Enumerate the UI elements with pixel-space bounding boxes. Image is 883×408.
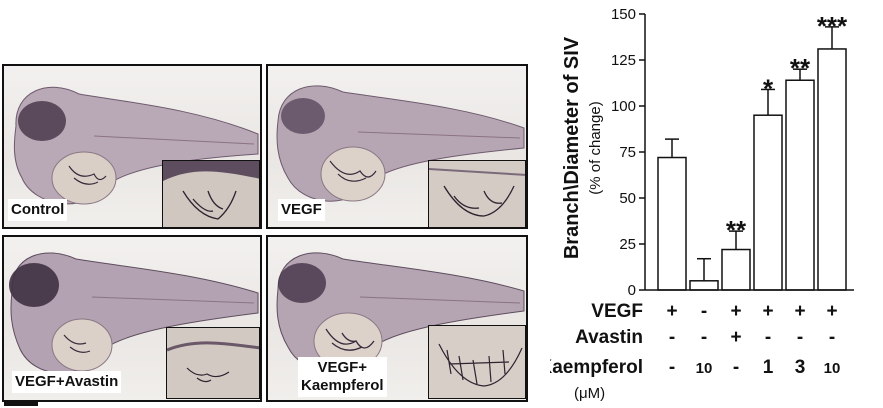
panel-vegf-kaempferol: VEGF+ Kaempferol [266,235,528,402]
y-tick-label: 0 [628,282,636,299]
panel-inset-vegf-avastin [166,327,260,399]
bar [753,114,783,291]
unit-note: (μM) [574,385,605,402]
factor-level: + [730,301,741,322]
panel-label-line-1: VEGF+ [317,359,368,376]
factor-level: 3 [795,357,806,378]
panel-inset-control [162,160,260,227]
y-tick-label: 100 [611,98,636,115]
factor-level: - [733,357,739,378]
factor-name: VEGF [591,301,643,322]
bar [657,156,687,291]
scale-bar [4,402,38,406]
bar [817,48,847,291]
factor-name: Kaempferol [550,357,643,378]
panel-label-vegf-avastin: VEGF+Avastin [12,371,122,393]
significance-label: * [763,73,774,103]
y-axis-sublabel: (% of change) [587,101,604,194]
factor-level: + [730,327,741,348]
factor-level: - [829,327,835,348]
y-tick-label: 25 [619,236,636,253]
y-tick-label: 125 [611,52,636,69]
panel-label-control: Control [8,199,68,221]
panel-control: Control [2,64,262,229]
zebrafish-embryo-image [276,252,525,372]
vessel-closeup-image [429,326,525,398]
significance-label: *** [817,11,848,41]
factor-level: - [797,327,803,348]
zebrafish-embryo-image [13,86,259,205]
vessel-closeup-image [163,161,259,227]
bar [785,79,815,291]
factor-level: - [669,327,675,348]
panel-inset-vegf-kaempferol [428,325,526,399]
y-tick-label: 150 [611,6,636,23]
factor-name: Avastin [575,327,643,348]
zebrafish-embryo-image [9,252,259,374]
factor-level: - [701,327,707,348]
factor-level: - [701,301,707,322]
bar [689,280,719,291]
factor-level: + [666,301,677,322]
factor-level: 10 [824,360,841,377]
y-axis-label: Branch\Diameter of SIV [561,36,583,259]
factor-level: + [826,301,837,322]
factor-level: - [669,357,675,378]
bar-chart: Branch\Diameter of SIV (% of change) 0 25… [550,6,854,402]
vessel-closeup-image [167,328,259,398]
significance-label: ** [726,215,747,245]
panel-inset-vegf [428,160,526,227]
factor-level: 10 [696,360,713,377]
zebrafish-embryo-image [276,85,525,202]
factor-level: - [765,327,771,348]
panel-label-vegf-kaempferol: VEGF+ Kaempferol [298,357,387,397]
factor-level: + [762,301,773,322]
vessel-closeup-image [429,161,525,227]
significance-label: ** [790,53,811,83]
panel-vegf-avastin: VEGF+Avastin [2,235,262,402]
bar [721,248,751,291]
y-tick-label: 75 [619,144,636,161]
factor-level: 1 [763,357,774,378]
panel-label-line-2: Kaempferol [301,377,384,394]
factor-level: + [794,301,805,322]
panel-vegf: VEGF [266,64,528,229]
y-tick-label: 50 [619,190,636,207]
panel-label-vegf: VEGF [278,199,325,221]
